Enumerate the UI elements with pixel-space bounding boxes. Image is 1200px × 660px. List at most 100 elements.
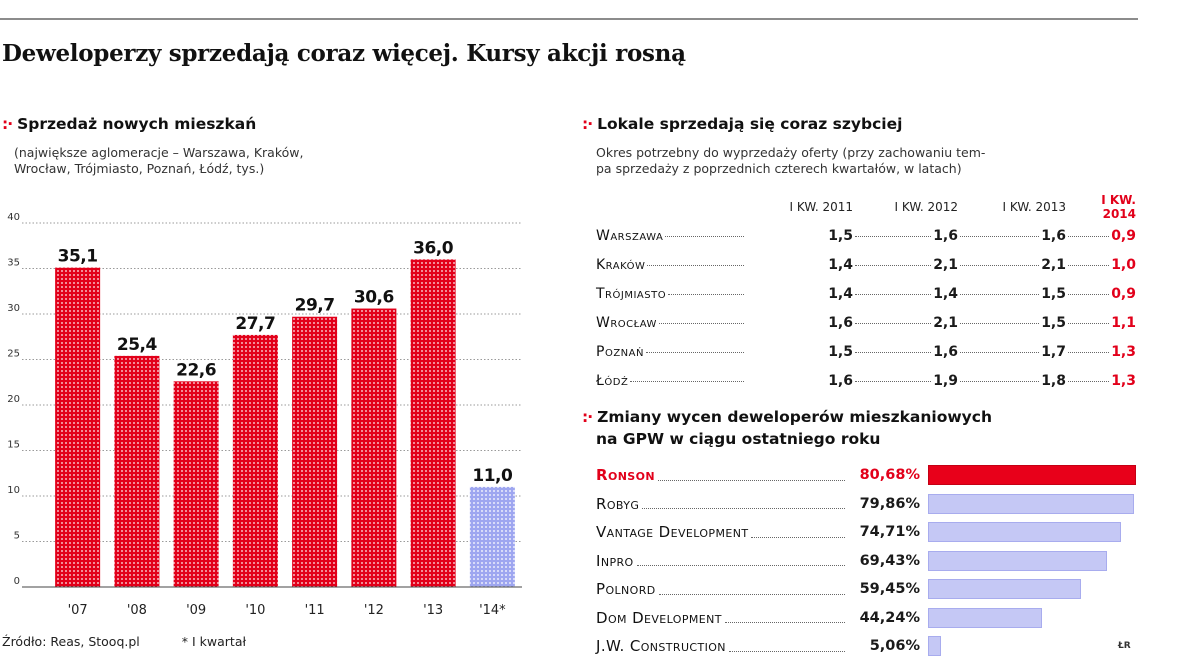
bar-value-label: 25,4	[117, 335, 158, 355]
city-name: Poznań	[596, 343, 644, 360]
y-tick-label: 10	[7, 485, 20, 496]
source-note: Źródło: Reas, Stooq.pl * I kwartał	[2, 634, 288, 649]
table-cell-value: 1,9	[853, 366, 958, 395]
table-value: 1,3	[1111, 372, 1136, 389]
bar-value-label: 35,1	[58, 247, 98, 267]
company-name: Vantage Development	[596, 523, 749, 541]
change-value: 5,06%	[869, 638, 920, 654]
change-value: 79,86%	[859, 495, 920, 512]
table-header-2014: I KW. 2014	[1101, 193, 1136, 221]
table-value: 2,1	[933, 256, 958, 273]
x-tick-label: '10	[245, 603, 265, 618]
table-value: 1,6	[933, 343, 958, 360]
valuation-row: J.W. Construction 5,06%	[596, 635, 1136, 657]
author-credit: ŁR	[1118, 641, 1131, 651]
table-cell-value: 1,3	[1066, 366, 1136, 395]
bar	[114, 355, 160, 587]
table-cell-value: 1,5	[958, 279, 1066, 308]
bar	[469, 486, 515, 587]
section-marker-icon: :·	[582, 115, 593, 133]
company-name: Robyg	[596, 494, 640, 513]
valuation-title-line-1: Zmiany wycen deweloperów mieszkaniowych	[597, 408, 992, 426]
table-value: 2,1	[933, 314, 958, 331]
change-value: 80,68%	[859, 467, 920, 483]
bar	[55, 267, 101, 587]
valuation-title-line-2: na GPW w ciągu ostatniego roku	[596, 430, 881, 448]
sales-section-title: :· Sprzedaż nowych mieszkań	[2, 114, 256, 134]
table-cell-value: 1,5	[746, 337, 853, 366]
table-cell-value: 2,1	[853, 250, 958, 279]
table-cell-value: 1,7	[958, 337, 1066, 366]
table-cell-value: 1,8	[958, 366, 1066, 395]
bar-value-label: 27,7	[235, 314, 275, 334]
change-bar	[928, 493, 1134, 514]
x-tick-label: '09	[186, 603, 206, 618]
table-cell-value: 1,5	[746, 221, 853, 250]
change-value: 69,43%	[859, 552, 920, 569]
bar	[351, 308, 397, 587]
table-value: 0,9	[1111, 227, 1136, 244]
table-value: 1,7	[1041, 343, 1066, 360]
table-value: 1,4	[828, 256, 853, 273]
table-cell-value: 1,4	[746, 250, 853, 279]
table-value: 1,3	[1111, 343, 1136, 360]
table-value: 1,5	[828, 227, 853, 244]
city-name: Kraków	[596, 256, 646, 273]
y-tick-label: 20	[7, 394, 20, 405]
company-name: Dom Development	[596, 608, 722, 627]
table-cell-value: 2,1	[958, 250, 1066, 279]
top-divider	[0, 18, 1138, 20]
y-tick-label: 40	[7, 212, 20, 223]
table-value: 0,9	[1111, 285, 1136, 302]
table-row: Łódź 1,6 1,9 1,8 1,3	[596, 366, 1136, 395]
bar	[232, 334, 278, 587]
table-header-2012: I KW. 2012	[894, 200, 958, 214]
bar-value-label: 36,0	[413, 238, 454, 258]
table-subtitle-2: pa sprzedaży z poprzednich czterech kwar…	[596, 161, 962, 176]
valuation-row: Ronson 80,68%	[596, 464, 1136, 486]
change-bar	[928, 607, 1043, 628]
change-value: 59,45%	[859, 581, 920, 597]
bar	[173, 381, 219, 587]
table-header-row: I KW. 2011 I KW. 2012 I KW. 2013 I KW. 2…	[596, 193, 1136, 221]
y-tick-label: 5	[14, 531, 20, 542]
table-subtitle-1: Okres potrzebny do wyprzedaży oferty (pr…	[596, 145, 986, 160]
bar-value-label: 29,7	[295, 296, 335, 316]
valuation-section-title: :· Zmiany wycen deweloperów mieszkaniowyc…	[582, 407, 992, 427]
change-value: 44,24%	[859, 609, 920, 626]
valuation-row: Polnord 59,45%	[596, 578, 1136, 600]
change-bar	[928, 550, 1107, 571]
x-tick-label: '14*	[479, 603, 506, 618]
table-value: 1,6	[1041, 227, 1066, 244]
table-row: Trójmiasto 1,4 1,4 1,5 0,9	[596, 279, 1136, 308]
x-tick-label: '12	[364, 603, 384, 618]
table-row: Poznań 1,5 1,6 1,7 1,3	[596, 337, 1136, 366]
table-value: 1,4	[828, 285, 853, 302]
city-name: Wrocław	[596, 314, 657, 331]
table-value: 1,0	[1111, 256, 1136, 273]
table-row: Warszawa 1,5 1,6 1,6 0,9	[596, 221, 1136, 250]
table-cell-city: Kraków	[596, 250, 746, 279]
table-cell-value: 0,9	[1066, 221, 1136, 250]
table-cell-city: Poznań	[596, 337, 746, 366]
table-value: 1,6	[933, 227, 958, 244]
table-value: 1,9	[933, 372, 958, 389]
section-marker-icon: :·	[582, 408, 593, 426]
sales-subtitle-2: Wrocław, Trójmiasto, Poznań, Łódź, tys.)	[14, 161, 265, 176]
table-value: 1,5	[1041, 285, 1066, 302]
table-row: Wrocław 1,6 2,1 1,5 1,1	[596, 308, 1136, 337]
bar-value-label: 22,6	[176, 360, 216, 380]
table-cell-value: 1,5	[958, 308, 1066, 337]
company-name: Polnord	[596, 580, 656, 598]
table-value: 1,1	[1111, 314, 1136, 331]
city-name: Trójmiasto	[596, 285, 667, 302]
table-cell-value: 1,6	[853, 221, 958, 250]
table-row: Kraków 1,4 2,1 2,1 1,0	[596, 250, 1136, 279]
table-cell-city: Trójmiasto	[596, 279, 746, 308]
table-cell-value: 1,1	[1066, 308, 1136, 337]
change-bar	[928, 636, 942, 656]
city-name: Warszawa	[596, 227, 664, 244]
sales-subtitle-1: (największe aglomeracje – Warszawa, Krak…	[14, 145, 304, 160]
bar-value-label: 11,0	[472, 466, 513, 486]
table-value: 1,5	[828, 343, 853, 360]
